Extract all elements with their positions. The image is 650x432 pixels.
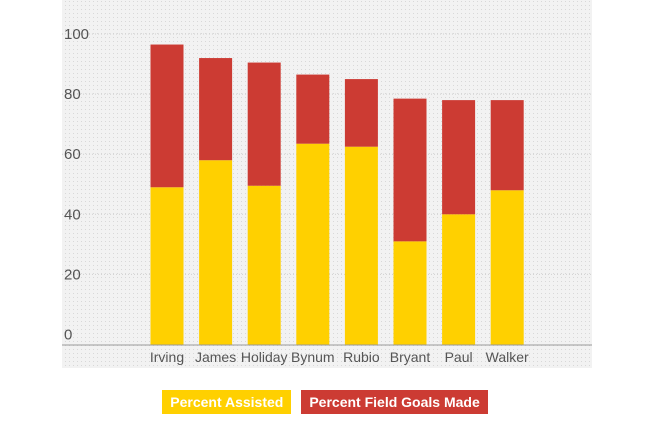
bar-walker-percent-assisted [490,190,524,345]
y-tick-label: 40 [64,206,81,223]
bar-paul-percent-assisted [442,214,476,345]
y-axis-ticks: 0 20 40 60 80 100 [64,26,89,343]
x-tick-label-holiday: Holiday [241,349,288,365]
bar-james-percent-assisted [199,160,233,345]
bar-bynum-percent-assisted [296,143,330,345]
bar-bynum-percent-field-goals-made [296,74,330,144]
x-tick-label-irving: Irving [150,349,184,365]
x-tick-label-bryant: Bryant [390,349,431,365]
x-axis-labels: Irving James Holiday Bynum Rubio Bryant Paul Wa… [150,349,529,365]
bars [150,44,524,345]
y-tick-label: 100 [64,26,89,43]
y-tick-label: 0 [64,326,72,343]
bar-irving-percent-assisted [150,187,184,345]
bar-bryant-percent-assisted [393,241,427,345]
bar-walker-percent-field-goals-made [490,100,524,191]
legend-item-percent-field-goals-made: Percent Field Goals Made [301,390,488,414]
bar-irving-percent-field-goals-made [150,44,184,188]
bar-paul-percent-field-goals-made [442,100,476,215]
y-tick-label: 60 [64,146,81,163]
x-tick-label-walker: Walker [486,349,529,365]
legend-item-percent-assisted: Percent Assisted [162,390,292,414]
bar-bryant-percent-field-goals-made [393,98,427,242]
x-tick-label-rubio: Rubio [343,349,380,365]
bar-james-percent-field-goals-made [199,58,233,161]
x-tick-label-bynum: Bynum [291,349,335,365]
bar-rubio-percent-assisted [344,146,378,345]
bar-rubio-percent-field-goals-made [344,79,378,147]
x-tick-label-paul: Paul [445,349,473,365]
bar-holiday-percent-assisted [247,185,281,345]
bar-holiday-percent-field-goals-made [247,62,281,186]
legend: Percent Assisted Percent Field Goals Mad… [0,390,650,414]
x-tick-label-james: James [195,349,236,365]
y-tick-label: 80 [64,86,81,103]
y-tick-label: 20 [64,266,81,283]
